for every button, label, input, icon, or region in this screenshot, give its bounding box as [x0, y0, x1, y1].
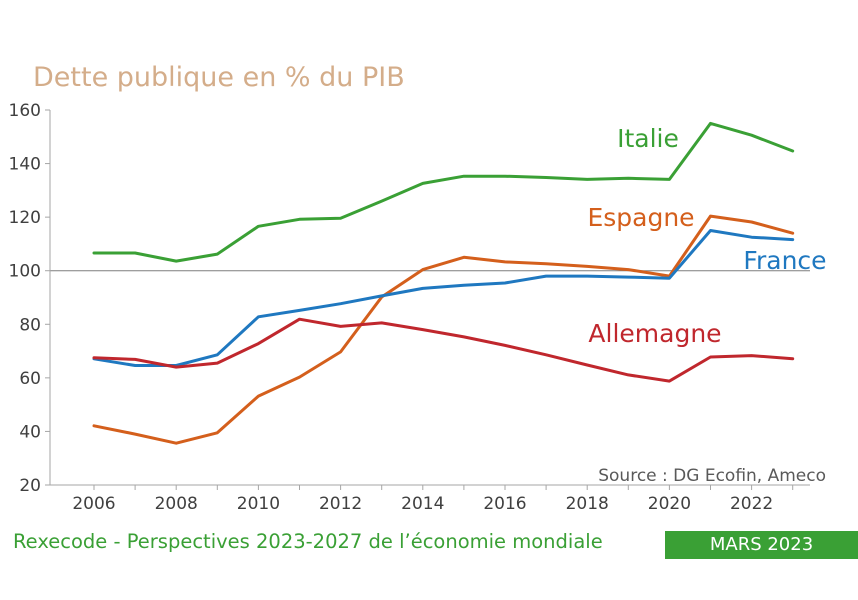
series-line-allemagne	[92, 317, 795, 383]
y-tick-label: 140	[9, 155, 41, 175]
x-tick-label: 2018	[566, 494, 609, 514]
x-tick-label: 2008	[155, 494, 198, 514]
y-tick-label: 100	[9, 262, 41, 282]
y-tick-label: 40	[19, 422, 41, 442]
series-line-italie	[92, 121, 795, 263]
series-layer	[92, 121, 795, 445]
series-label-allemagne: Allemagne	[588, 319, 721, 348]
series-label-italie: Italie	[617, 124, 679, 153]
x-tick-label: 2022	[730, 494, 773, 514]
x-tick-label: 2012	[319, 494, 362, 514]
series-line-espagne	[92, 214, 795, 445]
x-tick-label: 2006	[72, 494, 115, 514]
series-label-espagne: Espagne	[587, 203, 694, 232]
tick-labels: 20 40 60 80 100 120 140 160 2006 2008 2010 2012 2014…	[9, 101, 794, 514]
date-badge: MARS 2023	[665, 531, 858, 559]
source-note: Source : DG Ecofin, Ameco	[598, 466, 826, 486]
y-tick-label: 80	[19, 315, 41, 335]
x-tick-label: 2016	[483, 494, 526, 514]
series-line-france	[92, 229, 795, 367]
axes	[49, 110, 810, 486]
series-label-france: France	[743, 246, 826, 275]
publication-footer: Rexecode - Perspectives 2023-2027 de l’é…	[13, 530, 603, 553]
chart-title: Dette publique en % du PIB	[33, 62, 405, 93]
x-tick-label: 2010	[237, 494, 280, 514]
x-tick-label: 2020	[648, 494, 691, 514]
x-tick-label: 2014	[401, 494, 444, 514]
y-tick-label: 20	[19, 476, 41, 496]
y-tick-label: 160	[9, 101, 41, 121]
y-tick-label: 120	[9, 208, 41, 228]
y-tick-label: 60	[19, 369, 41, 389]
series-labels: Italie Espagne France Allemagne	[587, 124, 826, 348]
